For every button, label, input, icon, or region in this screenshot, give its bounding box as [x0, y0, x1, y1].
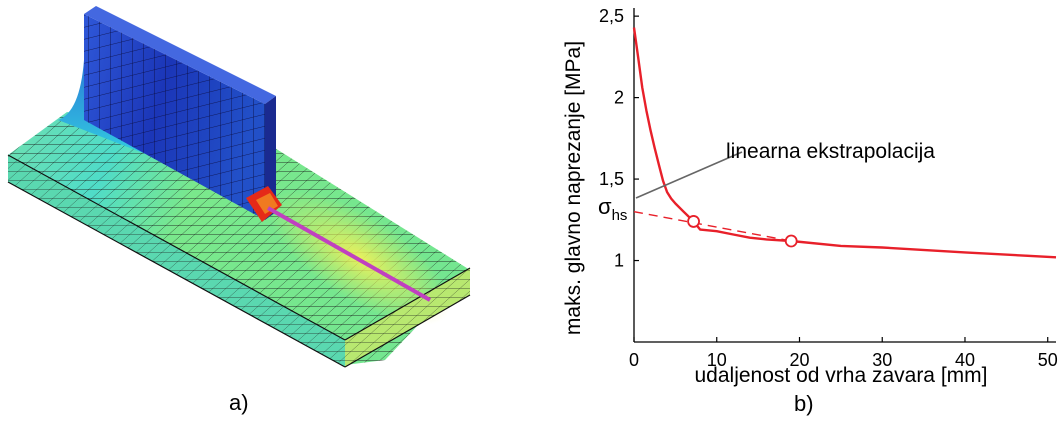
- sigma-hs-label: σhs: [598, 194, 627, 224]
- weld-line: [267, 206, 431, 302]
- extrapolation-line: [633, 211, 792, 242]
- sigma-symbol: σ: [598, 194, 612, 219]
- chart-ticks: 0 10 20 30 40 50 1 1,5 2 2,5: [599, 6, 1058, 370]
- y-tick-label: 2: [614, 88, 624, 108]
- annotation-leader-line: [635, 151, 743, 199]
- y-axis-title: maks. glavno naprezanje [MPa]: [562, 41, 585, 335]
- x-tick-label: 30: [872, 350, 892, 370]
- reference-point-marker: [687, 215, 700, 228]
- annotation-label: linearna ekstrapolacija: [726, 140, 935, 163]
- chart-series: [632, 27, 1057, 259]
- x-tick-label: 0: [629, 350, 639, 370]
- chart-axes: [633, 8, 1056, 343]
- x-tick-label: 40: [955, 350, 975, 370]
- y-tick-label: 1,5: [599, 169, 624, 189]
- y-tick-label: 1: [614, 251, 624, 271]
- sigma-subscript: hs: [612, 207, 628, 224]
- x-tick-label: 20: [789, 350, 809, 370]
- stress-curve: [632, 27, 1057, 259]
- vertical-wall-top: [84, 6, 276, 104]
- x-axis-title: udaljenost od vrha zavara [mm]: [695, 364, 988, 387]
- chart-markers: [687, 215, 798, 248]
- x-tick-label: 50: [1038, 350, 1058, 370]
- panel-b-label: b): [794, 391, 814, 416]
- y-tick-label: 2,5: [599, 6, 624, 26]
- reference-point-marker: [784, 234, 798, 248]
- x-tick-label: 10: [707, 350, 727, 370]
- panel-a-label: a): [229, 390, 249, 415]
